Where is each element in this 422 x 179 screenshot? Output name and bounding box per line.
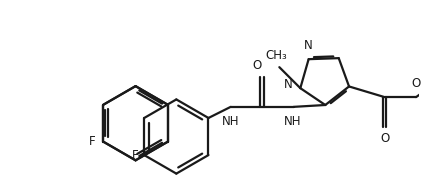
Text: F: F [89, 135, 95, 148]
Text: O: O [411, 77, 421, 90]
Text: NH: NH [284, 115, 301, 128]
Text: O: O [380, 132, 389, 145]
Text: N: N [284, 78, 292, 91]
Text: NH: NH [222, 115, 239, 128]
Text: CH₃: CH₃ [265, 49, 287, 62]
Text: N: N [304, 39, 313, 52]
Text: O: O [252, 59, 262, 72]
Text: F: F [132, 149, 139, 162]
